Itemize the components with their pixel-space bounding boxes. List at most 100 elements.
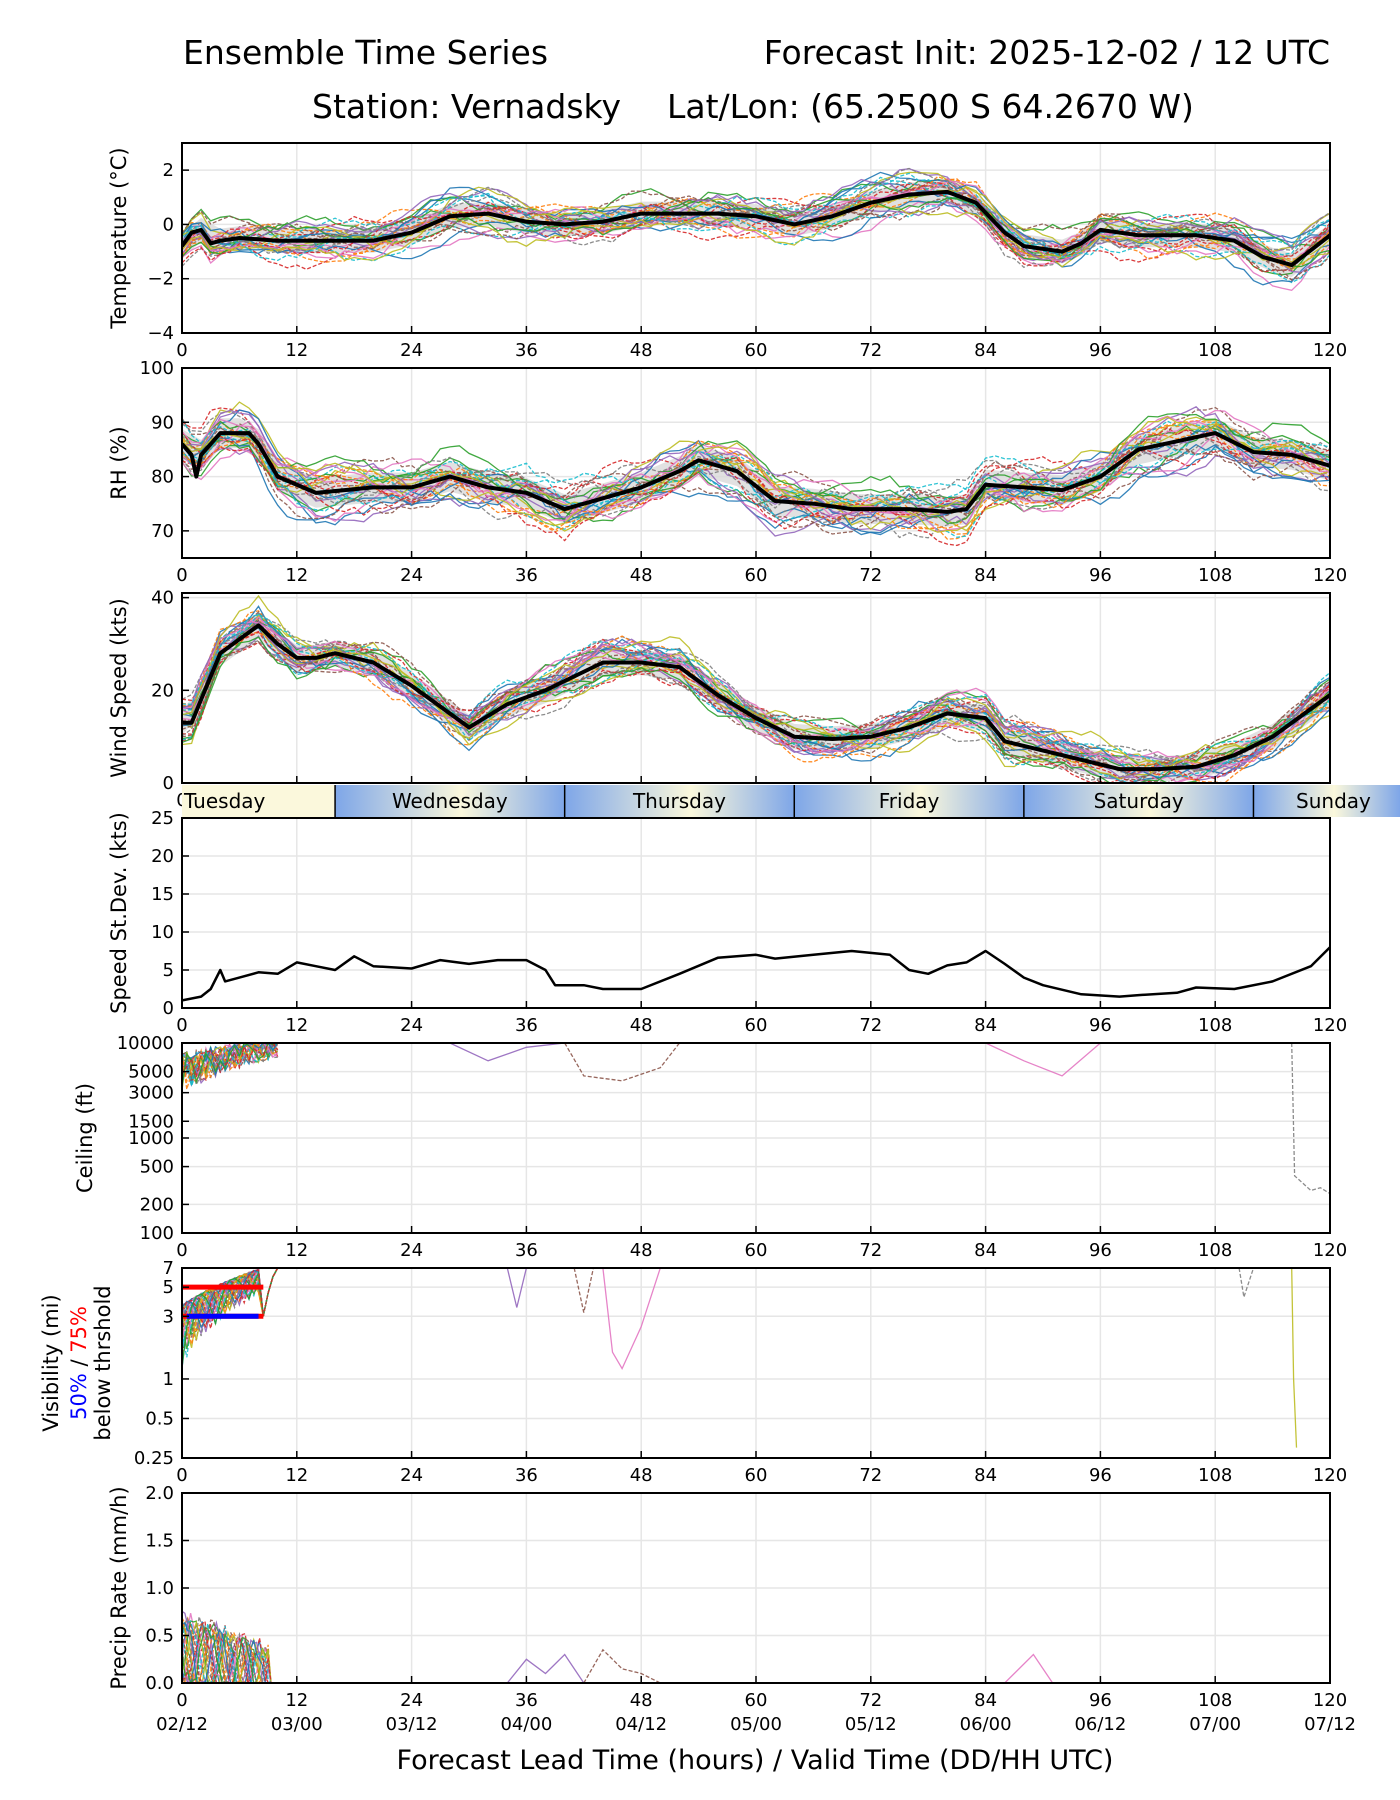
x-tick-label: 84 — [974, 565, 997, 586]
x-tick-label: 108 — [1198, 340, 1232, 361]
y-ticks-wind: 0 20 40 — [151, 588, 189, 794]
chart-panels: 0 12 24 36 48 60 72 84 96 108 120−4−202Temperature… — [39, 142, 1347, 1711]
x-tick-label: 48 — [630, 1015, 653, 1036]
x-ticks-ceiling: 0 12 24 36 48 60 72 84 96 108 120 — [176, 1226, 1347, 1261]
ensemble-member-line — [182, 196, 1330, 273]
y-tick-label: 1.0 — [145, 1578, 174, 1599]
x-tick-label: 36 — [515, 340, 538, 361]
x-tick-label: 0 — [176, 565, 187, 586]
y-tick-label: 500 — [140, 1157, 174, 1178]
day-band-segment — [794, 785, 1024, 817]
ensemble-mean-line — [182, 946, 1330, 1002]
ensemble-member-line — [182, 613, 1330, 778]
x-tick-label: 0 — [176, 1240, 187, 1261]
panel-precip: 0 12 24 36 48 60 72 84 96 108 120 0.0 0.5 1.0 1.5 2.0 Pr… — [107, 1483, 1347, 1711]
ensemble-member-line — [573, 1268, 595, 1313]
y-ticks-rh: 70 80 90 100 — [140, 358, 189, 542]
plot-area-wind — [182, 594, 1330, 783]
x-tick-label: 48 — [630, 1690, 653, 1711]
x-ticks-temperature: 0 12 24 36 48 60 72 84 96 108 120 — [176, 326, 1347, 361]
y-tick-label: 1 — [163, 1369, 174, 1390]
y-tick-label: 0.5 — [145, 1626, 174, 1647]
valid-time-label: 07/00 — [1189, 1714, 1241, 1735]
day-label: Saturday — [1094, 789, 1184, 813]
ensemble-mean-line — [182, 189, 1330, 268]
gridlines-precip — [181, 1492, 1331, 1684]
y-tick-label: 3000 — [128, 1083, 174, 1104]
x-tick-label: 48 — [630, 1240, 653, 1261]
ensemble-member-line — [182, 416, 1330, 533]
y-tick-label: 10000 — [117, 1033, 174, 1054]
y-tick-label: 80 — [151, 467, 174, 488]
panel-temperature: 0 12 24 36 48 60 72 84 96 108 120 −4 −2 0 2 Temperature… — [107, 142, 1347, 361]
ensemble-member-line — [182, 1043, 278, 1087]
ensemble-member-line — [182, 426, 1330, 535]
x-ticks-visibility: 0 12 24 36 48 60 72 84 96 108 120 — [176, 1451, 1347, 1486]
valid-time-label: 03/00 — [271, 1714, 323, 1735]
x-tick-label: 108 — [1198, 1015, 1232, 1036]
ensemble-member-line — [182, 611, 1330, 773]
y-tick-label: 0 — [163, 773, 174, 794]
x-tick-label: 120 — [1313, 1240, 1347, 1261]
y-tick-label: 1000 — [128, 1128, 174, 1149]
valid-time-label: 04/00 — [500, 1714, 552, 1735]
ensemble-member-line — [182, 412, 1330, 524]
ensemble-member-line — [985, 1043, 1101, 1077]
ensemble-member-line — [182, 1268, 288, 1354]
x-tick-label: 72 — [859, 340, 882, 361]
x-tick-label: 84 — [974, 1240, 997, 1261]
x-tick-label: 120 — [1313, 565, 1347, 586]
x-tick-label: 108 — [1198, 1465, 1232, 1486]
panel-ceiling: 0 12 24 36 48 60 72 84 96 108 120 100 200 500 10001500… — [73, 1033, 1347, 1261]
x-tick-label: 0 — [176, 1465, 187, 1486]
valid-time-label: 05/00 — [730, 1714, 782, 1735]
ensemble-member-line — [182, 631, 1330, 781]
x-tick-label: 120 — [1313, 1690, 1347, 1711]
y-tick-label: 20 — [151, 846, 174, 867]
ensemble-member-line — [182, 420, 1330, 538]
ensemble-member-line — [182, 410, 1330, 524]
x-tick-label: 12 — [285, 340, 308, 361]
x-ticks-precip: 0 12 24 36 48 60 72 84 96 108 120 — [176, 1676, 1347, 1711]
panel-spread: 0 12 24 36 48 60 72 84 96 108 120 0 5 10 15 20 25 Speed S… — [107, 808, 1347, 1036]
y-tick-label: 3 — [163, 1306, 174, 1327]
y-tick-label: 70 — [151, 521, 174, 542]
ensemble-member-line — [182, 639, 1330, 781]
panel-visibility: 0 12 24 36 48 60 72 84 96 108 120 0.25 0.5 1 3 57 Visibi… — [39, 1258, 1347, 1486]
x-tick-label: 96 — [1089, 1690, 1112, 1711]
valid-time-label: 05/12 — [845, 1714, 897, 1735]
y-tick-label: 25 — [151, 808, 174, 829]
title-station: Station: Vernadsky — [312, 87, 621, 126]
x-tick-label: 36 — [515, 1015, 538, 1036]
x-tick-label: 84 — [974, 1015, 997, 1036]
x-tick-label: 24 — [400, 1690, 423, 1711]
x-tick-label: 24 — [400, 340, 423, 361]
x-tick-label: 0 — [176, 340, 187, 361]
x-ticks-rh: 0 12 24 36 48 60 72 84 96 108 120 — [176, 551, 1347, 586]
day-band-segment — [335, 785, 565, 817]
y-axis-label: Wind Speed (kts) — [107, 598, 131, 778]
plot-area-temperature — [182, 167, 1330, 292]
y-tick-label: 0.5 — [145, 1408, 174, 1429]
x-tick-label: 120 — [1313, 1015, 1347, 1036]
x-tick-label: 120 — [1313, 1465, 1347, 1486]
y-tick-label: 2 — [163, 160, 174, 181]
y-axis-sublabel: 50% / 75% — [67, 1306, 91, 1420]
day-label: Tuesday — [183, 789, 266, 813]
gridlines-spread — [181, 817, 1331, 1009]
y-tick-label: 100 — [140, 358, 174, 379]
y-tick-label: 1.5 — [145, 1531, 174, 1552]
x-tick-label: 12 — [285, 1465, 308, 1486]
ensemble-member-line — [1004, 1653, 1054, 1683]
x-tick-label: 108 — [1198, 1690, 1232, 1711]
x-tick-label: 36 — [515, 1690, 538, 1711]
ensemble-member-line — [182, 182, 1330, 273]
y-ticks-spread: 0 5 10 15 20 25 — [151, 808, 189, 1019]
y-tick-label: 0 — [163, 998, 174, 1019]
x-tick-label: 60 — [745, 1240, 768, 1261]
y-axis-label: Visibility (mi) — [39, 1294, 63, 1431]
y-tick-label: 5 — [163, 1277, 174, 1298]
x-tick-label: 12 — [285, 1015, 308, 1036]
ensemble-member-line — [182, 632, 1330, 783]
plot-area-visibility — [182, 1268, 1298, 1448]
